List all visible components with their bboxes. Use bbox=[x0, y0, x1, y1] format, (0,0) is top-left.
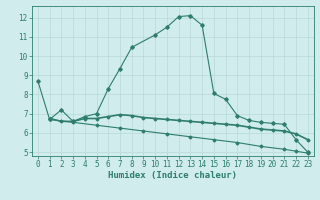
X-axis label: Humidex (Indice chaleur): Humidex (Indice chaleur) bbox=[108, 171, 237, 180]
